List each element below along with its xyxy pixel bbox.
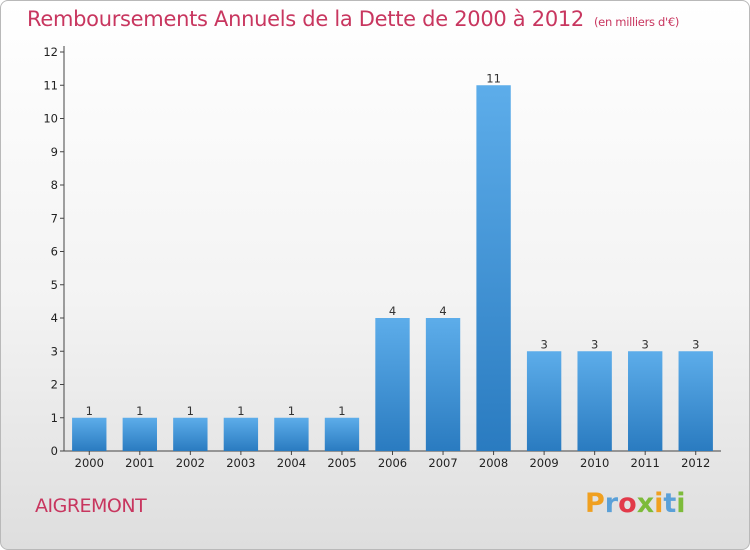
x-tick-label: 2012 [681,456,710,470]
y-tick-label: 3 [51,344,58,358]
data-label: 1 [288,404,295,418]
bar [375,318,410,451]
x-tick-label: 2007 [428,456,457,470]
data-label: 3 [591,337,598,351]
x-tick-label: 2006 [378,456,407,470]
y-tick-label: 5 [51,278,58,292]
y-tick-label: 10 [43,112,58,126]
y-tick-label: 2 [51,378,58,392]
data-label: 1 [187,404,194,418]
bar [577,351,612,451]
data-label: 11 [486,71,501,85]
x-tick-label: 2010 [580,456,609,470]
y-tick-label: 8 [51,178,58,192]
logo-letter: r [604,488,619,519]
data-label: 1 [86,404,93,418]
y-tick-label: 9 [51,145,58,159]
bar [425,318,461,451]
x-tick-label: 2003 [226,456,255,470]
data-label: 4 [389,304,396,318]
logo-letter: i [654,488,664,519]
y-tick-label: 1 [51,411,58,425]
bar [476,85,511,451]
proxiti-logo: Proxiti [585,488,686,519]
data-label: 3 [540,337,547,351]
bar [324,417,360,451]
x-tick-label: 2004 [277,456,306,470]
y-tick-label: 4 [51,311,58,325]
x-tick-label: 2005 [327,456,356,470]
logo-letter: i [676,488,686,519]
y-tick-label: 12 [43,45,58,59]
chart-subtitle: (en milliers d'€) [594,15,680,29]
labels: 2000 1 2001 1 2002 1 2003 1 2004 1 2005 1 2006 4 2007 4… [75,71,711,470]
y-tick-label: 11 [43,78,58,92]
logo-letter: t [663,488,677,519]
chart-title: Remboursements Annuels de la Dette de 20… [27,7,679,31]
x-tick-label: 2009 [529,456,558,470]
bar [526,351,562,451]
bar [628,351,663,451]
data-label: 4 [439,304,446,318]
bar [223,417,259,451]
x-tick-label: 2008 [479,456,508,470]
bar [678,351,713,451]
x-tick-label: 2001 [125,456,154,470]
x-tick-label: 2000 [75,456,104,470]
chart-title-text: Remboursements Annuels de la Dette de 20… [27,7,584,31]
bar [122,417,157,451]
data-label: 1 [338,404,345,418]
logo-letter: P [585,488,605,519]
x-tick-label: 2002 [176,456,205,470]
bar [173,417,208,451]
logo-letter: o [618,488,637,519]
bar [72,417,107,451]
place-name: AIGREMONT [35,495,147,517]
bar [274,417,309,451]
data-label: 3 [692,337,699,351]
x-tick-label: 2011 [631,456,660,470]
data-label: 1 [136,404,143,418]
y-tick-label: 0 [51,444,58,458]
data-label: 3 [642,337,649,351]
logo-letter: x [636,488,655,519]
data-label: 1 [237,404,244,418]
bars [72,85,713,451]
y-tick-label: 6 [51,245,58,259]
y-tick-label: 7 [51,211,58,225]
